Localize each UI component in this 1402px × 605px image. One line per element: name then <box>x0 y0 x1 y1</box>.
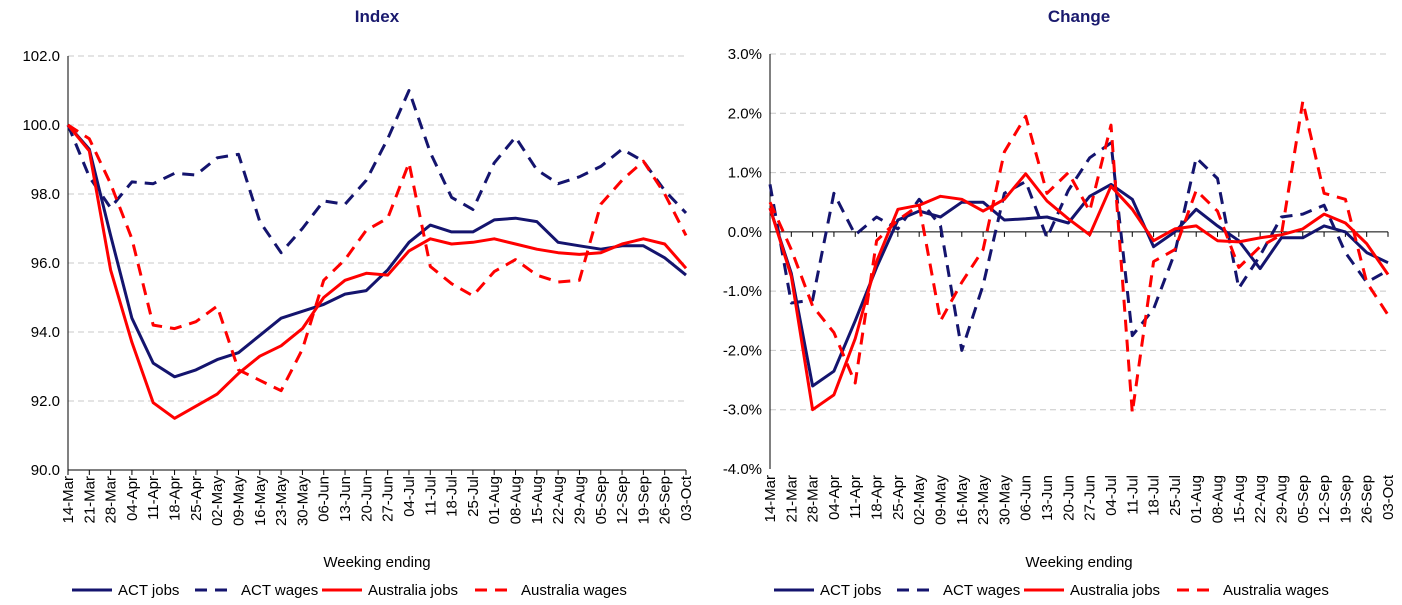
x-tick-label: 22-Aug <box>550 476 567 524</box>
y-tick-label: 0.0% <box>728 224 762 241</box>
x-tick-label: 26-Sep <box>1359 475 1376 523</box>
y-tick-label: 102.0 <box>22 48 60 65</box>
legend-label: ACT wages <box>241 582 318 599</box>
legend-label: ACT jobs <box>118 582 179 599</box>
y-tick-label: -1.0% <box>723 283 762 300</box>
x-tick-label: 11-Jul <box>1124 475 1141 515</box>
x-tick-label: 11-Apr <box>145 476 162 520</box>
y-tick-label: 3.0% <box>728 46 762 63</box>
y-tick-label: 1.0% <box>728 165 762 182</box>
x-tick-label: 18-Apr <box>167 476 184 521</box>
x-tick-label: 08-Aug <box>508 476 525 524</box>
x-tick-label: 13-Jun <box>337 476 354 522</box>
x-tick-label: 04-Apr <box>826 475 843 520</box>
chart-title: Change <box>1048 7 1110 26</box>
x-tick-label: 28-Mar <box>103 476 120 524</box>
x-tick-label: 13-Jun <box>1039 475 1056 521</box>
series-line <box>768 99 1390 415</box>
series-line <box>768 141 1389 352</box>
x-tick-label: 14-Mar <box>60 476 77 524</box>
y-tick-label: 94.0 <box>31 324 60 341</box>
x-tick-label: 04-Jul <box>401 476 418 517</box>
series-line <box>66 124 687 379</box>
x-tick-label: 16-May <box>954 475 971 526</box>
x-tick-label: 06-Jun <box>316 476 333 522</box>
x-tick-label: 27-Jun <box>380 476 397 522</box>
x-tick-label: 19-Sep <box>1337 475 1354 523</box>
x-tick-label: 14-Mar <box>762 475 779 523</box>
x-tick-label: 29-Aug <box>1273 475 1290 523</box>
x-tick-label: 12-Sep <box>614 476 631 524</box>
x-tick-label: 18-Jul <box>1146 475 1163 516</box>
x-tick-label: 29-Aug <box>571 476 588 524</box>
x-axis-label: Weeking ending <box>1025 554 1132 571</box>
x-tick-label: 20-Jun <box>358 476 375 522</box>
x-tick-label: 25-Apr <box>890 475 907 520</box>
series-line <box>768 182 1389 388</box>
x-tick-label: 01-Aug <box>486 476 503 524</box>
x-tick-label: 06-Jun <box>1018 475 1035 521</box>
legend-label: Australia wages <box>521 582 627 599</box>
x-tick-label: 04-Apr <box>124 476 141 521</box>
x-tick-label: 23-May <box>273 476 290 527</box>
series-line <box>67 123 688 393</box>
x-tick-label: 25-Jul <box>465 476 482 517</box>
y-tick-label: 92.0 <box>31 393 60 410</box>
x-tick-label: 02-May <box>209 476 226 527</box>
x-tick-label: 25-Apr <box>188 476 205 521</box>
y-tick-label: -4.0% <box>723 461 762 478</box>
x-tick-label: 01-Aug <box>1188 475 1205 523</box>
x-tick-label: 18-Apr <box>869 475 886 520</box>
legend-label: ACT jobs <box>820 582 881 599</box>
x-tick-label: 15-Aug <box>1231 475 1248 523</box>
y-tick-label: 96.0 <box>31 255 60 272</box>
x-tick-label: 21-Mar <box>81 476 98 524</box>
x-tick-label: 27-Jun <box>1082 475 1099 521</box>
y-tick-label: -2.0% <box>723 342 762 359</box>
x-tick-label: 28-Mar <box>805 475 822 523</box>
x-tick-label: 20-Jun <box>1060 475 1077 521</box>
x-tick-label: 30-May <box>996 475 1013 526</box>
legend-label: Australia wages <box>1223 582 1329 599</box>
y-tick-label: 2.0% <box>728 105 762 122</box>
x-tick-label: 18-Jul <box>444 476 461 517</box>
x-tick-label: 04-Jul <box>1103 475 1120 516</box>
x-tick-label: 03-Oct <box>1380 474 1397 520</box>
series-line <box>66 124 688 420</box>
x-tick-label: 03-Oct <box>678 475 695 521</box>
x-tick-label: 25-Jul <box>1167 475 1184 516</box>
x-tick-label: 05-Sep <box>593 476 610 524</box>
chart-title: Index <box>355 7 400 26</box>
x-tick-label: 05-Sep <box>1295 475 1312 523</box>
x-tick-label: 26-Sep <box>657 476 674 524</box>
x-tick-label: 16-May <box>252 476 269 527</box>
x-tick-label: 22-Aug <box>1252 475 1269 523</box>
x-tick-label: 30-May <box>294 476 311 527</box>
legend-label: Australia jobs <box>1070 582 1160 599</box>
x-tick-label: 09-May <box>932 475 949 526</box>
x-tick-label: 15-Aug <box>529 476 546 524</box>
series-line <box>66 89 688 255</box>
x-tick-label: 21-Mar <box>783 475 800 523</box>
legend-label: ACT wages <box>943 582 1020 599</box>
x-tick-label: 19-Sep <box>635 476 652 524</box>
y-tick-label: 100.0 <box>22 117 60 134</box>
x-tick-label: 11-Apr <box>847 475 864 519</box>
x-tick-label: 02-May <box>911 475 928 526</box>
x-tick-label: 09-May <box>230 476 247 527</box>
x-tick-label: 08-Aug <box>1210 475 1227 523</box>
x-tick-label: 23-May <box>975 475 992 526</box>
y-tick-label: 98.0 <box>31 186 60 203</box>
x-tick-label: 12-Sep <box>1316 475 1333 523</box>
legend-label: Australia jobs <box>368 582 458 599</box>
x-tick-label: 11-Jul <box>422 476 439 516</box>
x-axis-label: Weeking ending <box>323 554 430 571</box>
y-tick-label: -3.0% <box>723 402 762 419</box>
y-tick-label: 90.0 <box>31 462 60 479</box>
